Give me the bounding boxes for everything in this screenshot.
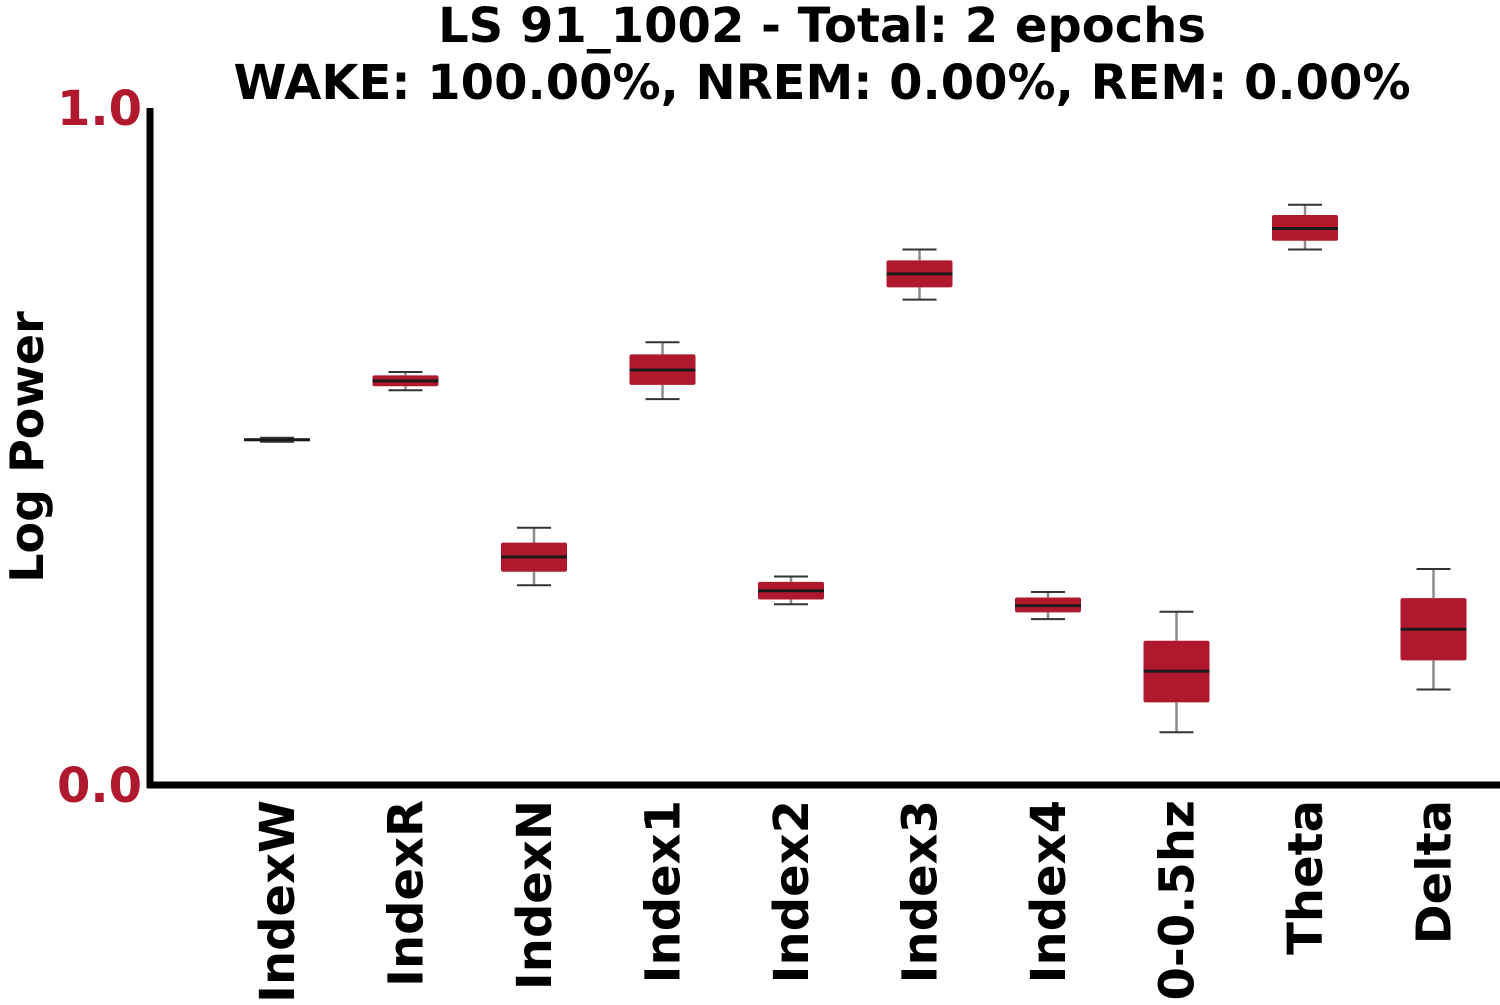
chart-axes: [146, 108, 1500, 789]
y-tick-label: 1.0: [57, 81, 142, 137]
x-tick-label: IndexN: [507, 800, 563, 990]
chart-title: LS 91_1002 - Total: 2 epochs: [438, 0, 1206, 54]
box-group-indexw: [244, 436, 310, 443]
chart-ticks: IndexW IndexR IndexN Index1 Index2 Index3 Inde…: [57, 81, 1463, 1003]
box-group-delta: [1400, 568, 1467, 691]
x-tick-label: Index4: [1021, 800, 1077, 983]
box-group-index4: [1015, 591, 1081, 621]
x-tick-label: Index2: [764, 800, 820, 983]
x-tick-label: IndexW: [250, 800, 306, 1000]
x-tick-label: Delta: [1407, 800, 1463, 944]
box-group-index3: [886, 248, 953, 301]
x-tick-label: Theta: [1278, 800, 1334, 955]
box-group-0-0-5hz: [1143, 610, 1210, 734]
box-group-indexr: [372, 371, 439, 392]
y-tick-label: 0.0: [57, 758, 142, 814]
x-tick-label: Index3: [893, 800, 949, 983]
box-group-index1: [629, 341, 696, 401]
chart-marks: [244, 203, 1467, 734]
y-axis-label: Log Power: [0, 311, 54, 583]
x-tick-label: Index1: [636, 800, 692, 983]
x-tick-label: IndexR: [379, 800, 435, 987]
box-group-theta: [1272, 203, 1338, 251]
x-tick-label: 0-0.5hz: [1150, 800, 1206, 1000]
box-group-index2: [758, 575, 824, 606]
box-group-indexn: [501, 526, 567, 587]
chart-subtitle: WAKE: 100.00%, NREM: 0.00%, REM: 0.00%: [233, 55, 1410, 111]
